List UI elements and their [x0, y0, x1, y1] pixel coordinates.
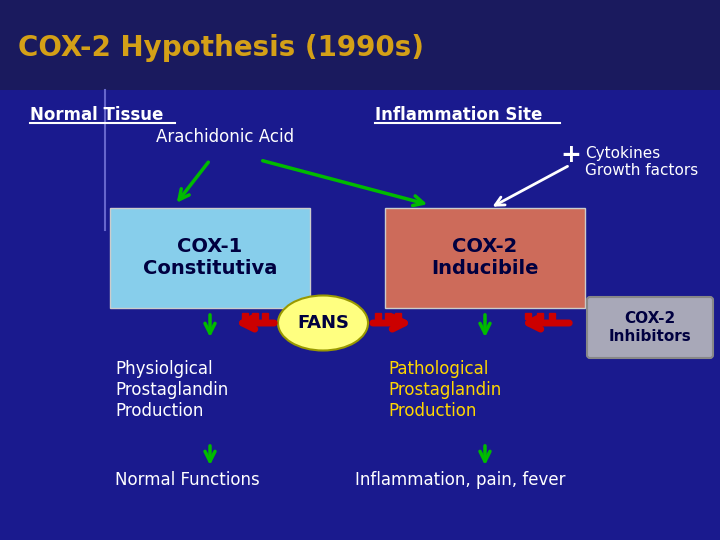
Text: Inflammation Site: Inflammation Site [375, 106, 542, 124]
Text: Physiolgical
Prostaglandin
Production: Physiolgical Prostaglandin Production [115, 360, 228, 420]
FancyBboxPatch shape [587, 297, 713, 358]
Ellipse shape [278, 295, 368, 350]
Text: COX-2
Inhibitors: COX-2 Inhibitors [608, 311, 691, 343]
Text: Pathological
Prostaglandin
Production: Pathological Prostaglandin Production [388, 360, 501, 420]
Text: Normal Functions: Normal Functions [115, 471, 260, 489]
Text: Normal Tissue: Normal Tissue [30, 106, 163, 124]
Text: COX-2 Hypothesis (1990s): COX-2 Hypothesis (1990s) [18, 34, 424, 62]
FancyBboxPatch shape [110, 208, 310, 308]
Text: COX-1
Constitutiva: COX-1 Constitutiva [143, 238, 277, 279]
Text: FANS: FANS [297, 314, 349, 332]
Text: +: + [560, 143, 581, 167]
Bar [0, 0, 720, 90]
Text: COX-2
Inducibile: COX-2 Inducibile [431, 238, 539, 279]
Bar [0, 90, 720, 540]
Text: Cytokines
Growth factors: Cytokines Growth factors [585, 146, 698, 178]
FancyBboxPatch shape [385, 208, 585, 308]
Text: Arachidonic Acid: Arachidonic Acid [156, 128, 294, 146]
Text: Inflammation, pain, fever: Inflammation, pain, fever [355, 471, 565, 489]
